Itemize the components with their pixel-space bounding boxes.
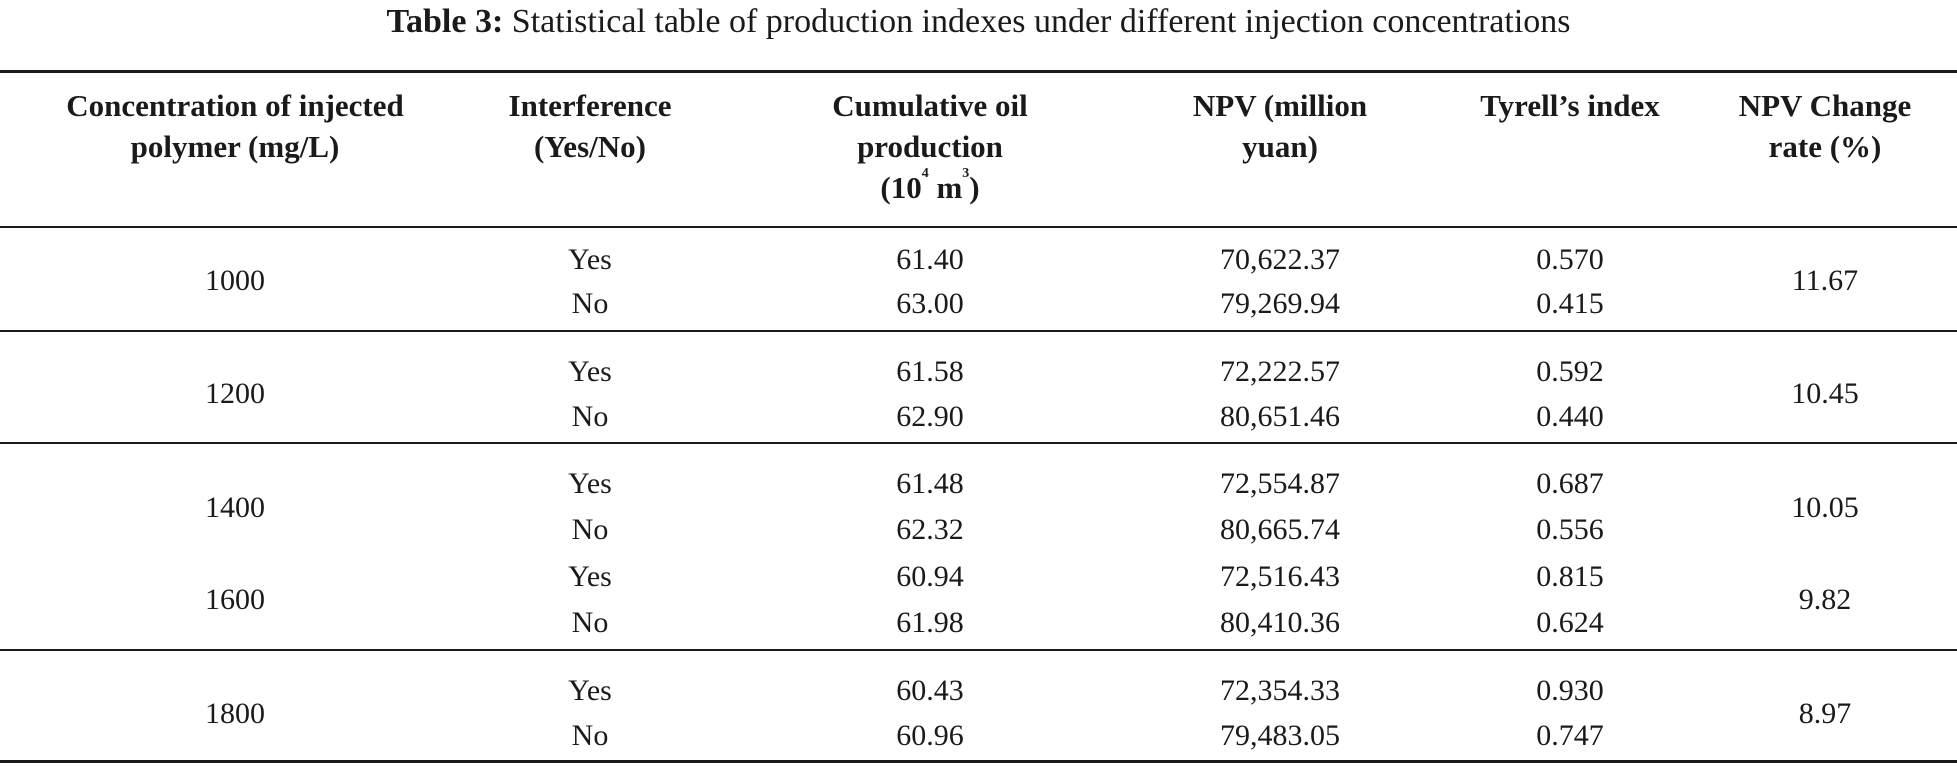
npv-cell: 79,269.94 [1220,287,1340,320]
group-rule [0,649,1957,651]
concentration-cell: 1200 [205,377,265,410]
header-cumulative-unit: (104 m3) [880,165,980,205]
interference-cell: No [571,513,609,546]
interference-cell: Yes [568,467,612,500]
npv-cell: 70,622.37 [1220,243,1340,276]
tyrell-cell: 0.440 [1536,400,1604,433]
npv-cell: 80,651.46 [1220,400,1340,433]
npv-cell: 72,554.87 [1220,467,1340,500]
concentration-cell: 1000 [205,264,265,297]
tyrell-cell: 0.747 [1536,719,1604,752]
npv-change-cell: 10.45 [1791,377,1859,410]
npv-change-cell: 10.05 [1791,491,1859,524]
tyrell-cell: 0.592 [1536,355,1604,388]
npv-cell: 79,483.05 [1220,719,1340,752]
tyrell-cell: 0.624 [1536,606,1604,639]
group-rule [0,330,1957,332]
header-cumulative-oil: Cumulative oil production (104 m3) [780,85,1080,208]
bottom-rule [0,760,1957,763]
interference-cell: Yes [568,355,612,388]
tyrell-cell: 0.815 [1536,560,1604,593]
interference-cell: No [571,606,609,639]
tyrell-cell: 0.415 [1536,287,1604,320]
cumulative-cell: 61.98 [896,606,964,639]
npv-cell: 80,410.36 [1220,606,1340,639]
npv-cell: 80,665.74 [1220,513,1340,546]
cumulative-cell: 62.32 [896,513,964,546]
tyrell-cell: 0.687 [1536,467,1604,500]
caption-label: Table 3: [386,3,504,40]
top-rule [0,70,1957,73]
interference-cell: No [571,719,609,752]
interference-cell: Yes [568,674,612,707]
cumulative-cell: 61.40 [896,243,964,276]
cumulative-cell: 60.43 [896,674,964,707]
tyrell-cell: 0.556 [1536,513,1604,546]
npv-change-cell: 11.67 [1791,264,1859,297]
header-tyrell: Tyrell’s index [1480,88,1660,123]
concentration-cell: 1600 [205,583,265,616]
header-interference: Interference (Yes/No) [508,88,672,164]
concentration-cell: 1400 [205,491,265,524]
cumulative-cell: 62.90 [896,400,964,433]
interference-cell: Yes [568,560,612,593]
concentration-cell: 1800 [205,697,265,730]
tyrell-cell: 0.930 [1536,674,1604,707]
table-caption: Table 3: Statistical table of production… [0,0,1957,44]
header-concentration: Concentration of injected polymer (mg/L) [66,88,404,164]
cumulative-cell: 61.58 [896,355,964,388]
npv-cell: 72,222.57 [1220,355,1340,388]
header-npv: NPV (million yuan) [1192,88,1368,164]
npv-change-cell: 9.82 [1798,583,1852,616]
caption-text: Statistical table of production indexes … [503,3,1571,40]
cumulative-cell: 63.00 [896,287,964,320]
header-npv-change: NPV Change rate (%) [1738,88,1912,164]
npv-cell: 72,354.33 [1220,674,1340,707]
interference-cell: No [571,400,609,433]
interference-cell: Yes [568,243,612,276]
tyrell-cell: 0.570 [1536,243,1604,276]
npv-change-cell: 8.97 [1798,697,1852,730]
interference-cell: No [571,287,609,320]
group-rule [0,442,1957,444]
npv-cell: 72,516.43 [1220,560,1340,593]
cumulative-cell: 61.48 [896,467,964,500]
cumulative-cell: 60.94 [896,560,964,593]
cumulative-cell: 60.96 [896,719,964,752]
header-rule [0,226,1957,228]
